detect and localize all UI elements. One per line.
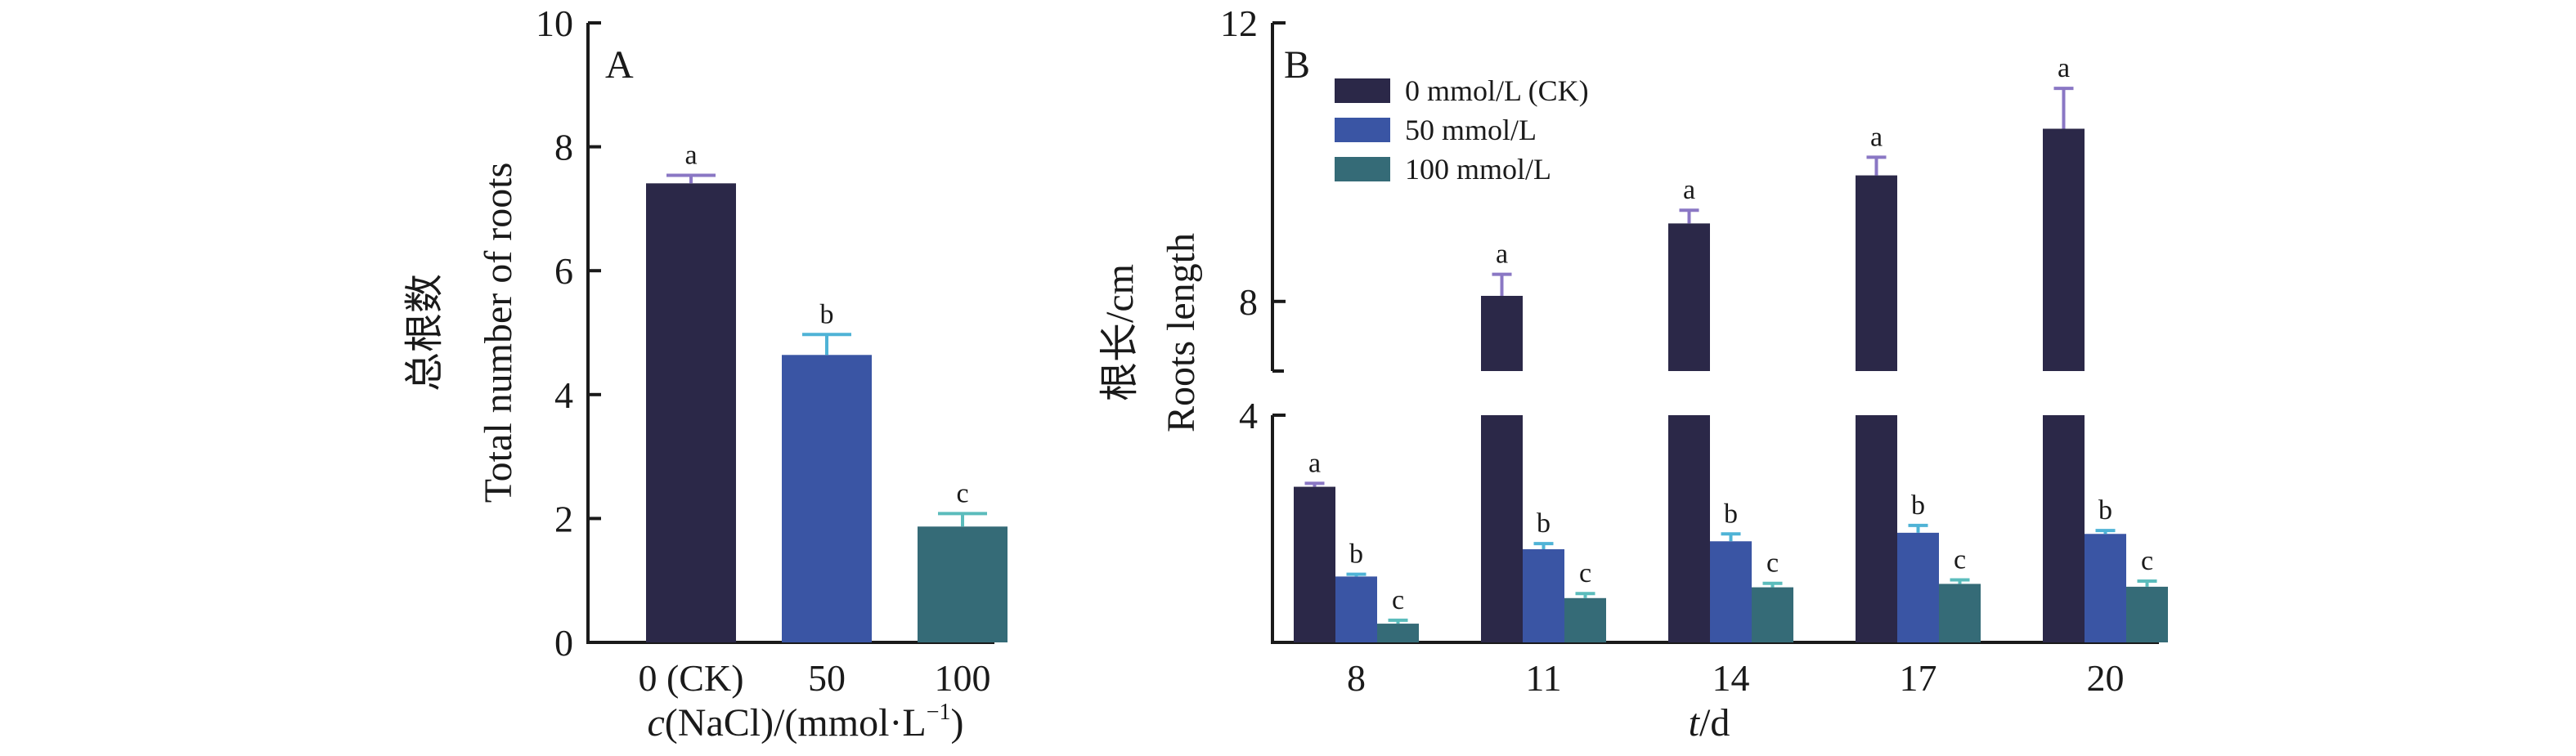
y-tick-label: 8: [1239, 281, 1258, 323]
x-tick-label: 20: [2087, 657, 2125, 699]
x-tick-label: 50: [808, 657, 846, 699]
bar: [1294, 486, 1335, 642]
significance-label: b: [1537, 508, 1551, 539]
bar: [2085, 534, 2126, 642]
significance-label: c: [1579, 558, 1591, 588]
panel-b-y-label-cn: 根长/cm: [1098, 264, 1142, 401]
panel-b-x-label: t/d: [1689, 701, 1730, 745]
bar-upper-segment: [1668, 223, 1710, 371]
bar: [2126, 586, 2168, 642]
y-tick-label: 2: [554, 498, 573, 539]
legend-label: 100 mmol/L: [1405, 153, 1551, 186]
bar-lower-segment: [1481, 415, 1523, 642]
bar: [1335, 576, 1377, 642]
bar: [1710, 541, 1752, 642]
panel-b-y-label-en: Roots length: [1160, 233, 1203, 432]
significance-label: b: [820, 299, 834, 329]
bar: [1377, 624, 1419, 642]
y-tick-label: 4: [554, 374, 573, 416]
bar: [1564, 597, 1606, 642]
panel-b-label: B: [1284, 43, 1310, 87]
bar-upper-segment: [1481, 295, 1523, 371]
panel-a: 0 2 4 6 8 10 a 0 (CK) b 50 c 100 A 总根数 Total numbe…: [403, 2, 1008, 745]
significance-label: b: [2098, 495, 2112, 526]
legend-swatch: [1335, 157, 1390, 181]
y-tick-label: 4: [1239, 395, 1258, 436]
x-tick-label: 14: [1712, 657, 1750, 699]
y-tick-label: 6: [554, 250, 573, 292]
bar: [1939, 584, 1981, 642]
bar: [782, 355, 872, 642]
legend-label: 0 mmol/L (CK): [1405, 74, 1589, 107]
legend-label: 50 mmol/L: [1405, 114, 1537, 146]
bar: [1897, 532, 1939, 642]
bar: [918, 526, 1008, 642]
bar-lower-segment: [2043, 415, 2085, 642]
y-tick-label: 12: [1220, 2, 1258, 44]
significance-label: a: [1496, 239, 1508, 270]
panel-a-label: A: [605, 43, 634, 87]
x-tick-label: 17: [1900, 657, 1937, 699]
x-tick-label: 11: [1525, 657, 1561, 699]
significance-label: a: [1683, 175, 1695, 205]
legend-swatch: [1335, 118, 1390, 142]
significance-label: c: [1954, 545, 1966, 575]
significance-label: c: [956, 478, 968, 508]
significance-label: a: [684, 140, 697, 170]
y-tick-label: 8: [554, 127, 573, 168]
significance-label: c: [1392, 585, 1404, 615]
significance-label: b: [1911, 490, 1925, 521]
x-tick-label: 0 (CK): [638, 657, 743, 699]
significance-label: a: [1870, 122, 1883, 152]
bar: [1752, 587, 1793, 642]
significance-label: a: [1308, 448, 1321, 478]
x-tick-label: 8: [1347, 657, 1366, 699]
legend-swatch: [1335, 78, 1390, 103]
significance-label: b: [1349, 539, 1363, 570]
bar: [1523, 549, 1564, 642]
bar-upper-segment: [1856, 175, 1897, 371]
panel-a-y-label-cn: 总根数: [403, 274, 447, 391]
x-tick-label: 100: [935, 657, 991, 699]
significance-label: c: [1766, 548, 1779, 579]
legend: 0 mmol/L (CK) 50 mmol/L 100 mmol/L: [1335, 74, 1589, 186]
bar-lower-segment: [1856, 415, 1897, 642]
significance-label: b: [1724, 499, 1738, 529]
significance-label: c: [2141, 546, 2153, 576]
bar-lower-segment: [1668, 415, 1710, 642]
y-tick-label: 0: [554, 622, 573, 664]
bar-upper-segment: [2043, 128, 2085, 371]
panel-a-x-label: c(NaCl)/(mmol·L−1): [647, 700, 963, 745]
panel-a-y-label-en: Total number of roots: [477, 163, 520, 503]
significance-label: a: [2058, 53, 2070, 83]
bar: [646, 183, 736, 642]
y-tick-label: 10: [536, 2, 573, 44]
